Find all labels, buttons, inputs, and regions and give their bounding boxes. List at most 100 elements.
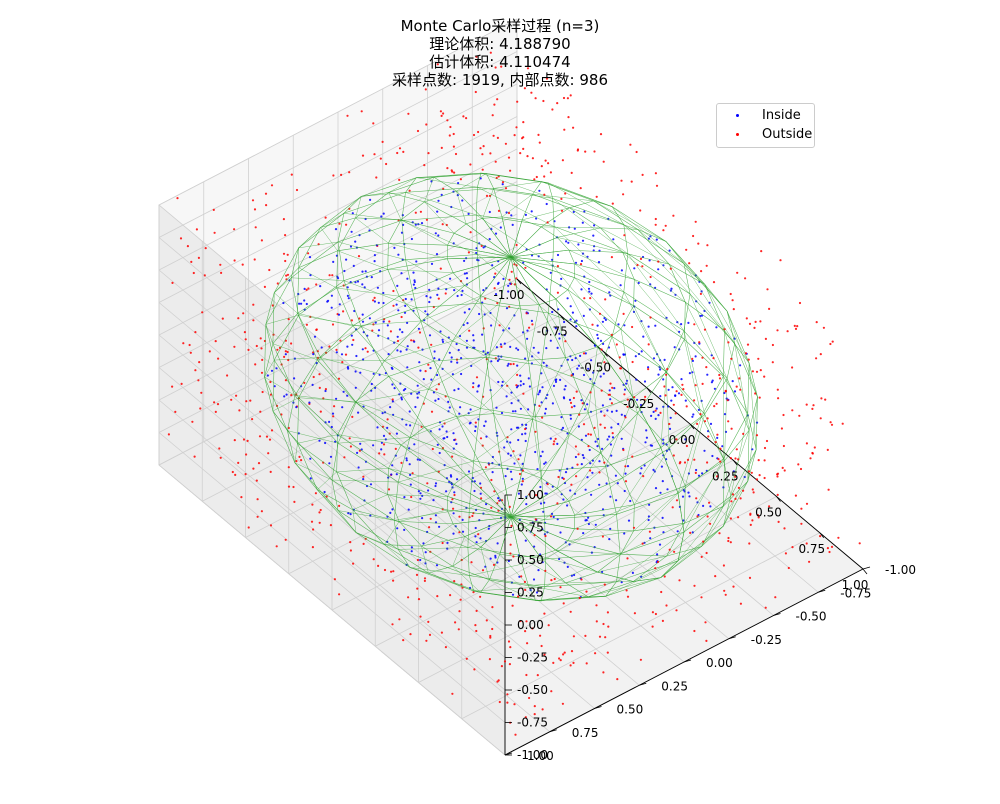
inside-point: [538, 190, 540, 192]
wireframe-diagonal: [727, 311, 757, 397]
inside-point: [670, 417, 672, 419]
outside-point: [283, 218, 285, 220]
outside-point: [272, 304, 274, 306]
outside-point: [515, 126, 517, 128]
outside-point: [589, 469, 591, 471]
outside-point: [340, 174, 342, 176]
outside-point: [819, 535, 821, 537]
outside-point: [705, 640, 707, 642]
outside-point: [603, 161, 605, 163]
outside-point: [580, 187, 582, 189]
outside-point: [782, 467, 784, 469]
inside-point: [347, 368, 349, 370]
inside-point: [453, 491, 455, 493]
outside-point: [749, 514, 751, 516]
inside-point: [403, 496, 405, 498]
outside-point: [341, 361, 343, 363]
inside-point: [653, 411, 655, 413]
outside-point: [385, 163, 387, 165]
inside-point: [584, 408, 586, 410]
outside-point: [700, 293, 702, 295]
outside-point: [235, 395, 237, 397]
inside-point: [712, 380, 714, 382]
outside-point: [499, 324, 501, 326]
outside-point: [418, 598, 420, 600]
inside-point: [537, 569, 539, 571]
inside-point: [511, 478, 513, 480]
outside-point: [753, 491, 755, 493]
outside-point: [292, 486, 294, 488]
outside-point: [397, 340, 399, 342]
outside-point: [580, 263, 582, 265]
outside-point: [584, 635, 586, 637]
outside-point: [716, 434, 718, 436]
outside-point: [471, 515, 473, 517]
outside-point: [707, 515, 709, 517]
outside-point: [477, 131, 479, 133]
outside-point: [590, 434, 592, 436]
outside-point: [725, 594, 727, 596]
outside-point: [425, 370, 427, 372]
outside-point: [714, 575, 716, 577]
outside-point: [351, 319, 353, 321]
outside-point: [402, 151, 404, 153]
inside-point: [380, 215, 382, 217]
outside-point: [392, 580, 394, 582]
inside-point: [362, 348, 364, 350]
outside-point: [760, 369, 762, 371]
inside-point: [574, 228, 576, 230]
outside-point: [642, 174, 644, 176]
outside-point: [542, 708, 544, 710]
outside-point: [265, 204, 267, 206]
outside-point: [558, 657, 560, 659]
outside-point: [416, 588, 418, 590]
outside-point: [270, 524, 272, 526]
inside-point: [583, 457, 585, 459]
inside-point: [458, 349, 460, 351]
outside-point: [806, 503, 808, 505]
outside-point: [232, 471, 234, 473]
outside-point: [435, 388, 437, 390]
outside-point: [204, 274, 206, 276]
inside-point: [650, 415, 652, 417]
outside-point: [373, 558, 375, 560]
outside-point: [205, 247, 207, 249]
outside-point: [541, 417, 543, 419]
outside-point: [693, 399, 695, 401]
inside-point: [555, 381, 557, 383]
inside-point: [406, 278, 408, 280]
inside-point: [569, 399, 571, 401]
inside-point: [410, 393, 412, 395]
outside-point: [517, 458, 519, 460]
inside-point: [551, 311, 553, 313]
outside-point: [700, 596, 702, 598]
outside-point: [550, 579, 552, 581]
inside-point: [657, 414, 659, 416]
outside-point: [256, 345, 258, 347]
inside-point: [621, 438, 623, 440]
inside-point: [509, 346, 511, 348]
inside-point: [314, 336, 316, 338]
outside-point: [706, 265, 708, 267]
inside-point: [382, 292, 384, 294]
outside-point: [749, 323, 751, 325]
outside-point: [776, 475, 778, 477]
inside-point: [464, 273, 466, 275]
outside-point: [820, 397, 822, 399]
inside-point: [714, 388, 716, 390]
outside-point: [695, 472, 697, 474]
outside-point: [812, 404, 814, 406]
inside-point: [588, 288, 590, 290]
inside-point: [450, 474, 452, 476]
outside-point: [553, 440, 555, 442]
inside-point: [598, 261, 600, 263]
outside-point: [702, 541, 704, 543]
outside-point: [427, 621, 429, 623]
outside-point: [673, 404, 675, 406]
outside-point: [556, 102, 558, 104]
inside-point: [461, 290, 463, 292]
outside-point: [320, 411, 322, 413]
inside-point: [616, 410, 618, 412]
outside-point: [417, 559, 419, 561]
outside-point: [625, 480, 627, 482]
